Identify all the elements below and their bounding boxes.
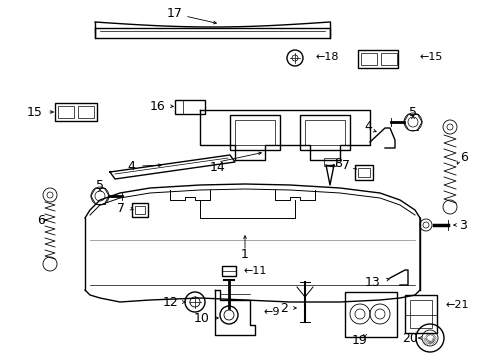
Bar	[357, 168, 369, 177]
Text: 10: 10	[194, 311, 209, 324]
Bar	[135, 206, 145, 214]
Text: 6: 6	[459, 150, 467, 163]
Text: ←11: ←11	[244, 266, 267, 276]
Bar	[132, 203, 148, 217]
Bar	[78, 106, 94, 118]
Bar	[345, 292, 396, 337]
Bar	[305, 120, 345, 145]
Bar	[354, 165, 372, 180]
Text: 4: 4	[127, 159, 135, 172]
Text: 8: 8	[333, 157, 341, 170]
Bar	[55, 103, 97, 121]
Text: 17: 17	[167, 6, 183, 19]
Text: 15: 15	[27, 105, 43, 118]
Text: 1: 1	[241, 248, 248, 261]
Text: 4: 4	[364, 120, 371, 132]
Text: 12: 12	[162, 296, 178, 309]
Text: ←9: ←9	[263, 307, 279, 317]
Text: ←15: ←15	[419, 52, 443, 62]
Bar	[404, 295, 436, 333]
Text: 16: 16	[149, 99, 164, 113]
Bar	[380, 53, 396, 65]
Bar	[175, 100, 204, 114]
Text: 20: 20	[401, 332, 417, 345]
Bar	[409, 300, 431, 328]
Bar	[357, 50, 397, 68]
Text: 7: 7	[117, 202, 125, 215]
Text: 13: 13	[364, 275, 379, 288]
Text: 5: 5	[408, 105, 416, 118]
Bar	[222, 266, 236, 276]
Text: 2: 2	[280, 302, 287, 315]
Text: 6: 6	[37, 213, 45, 226]
Text: ←21: ←21	[444, 300, 468, 310]
Text: 3: 3	[458, 219, 466, 231]
Bar	[58, 106, 74, 118]
Bar	[299, 115, 349, 150]
Bar	[229, 115, 280, 150]
Text: 14: 14	[210, 161, 225, 174]
Text: 5: 5	[96, 179, 104, 192]
Text: 19: 19	[351, 333, 367, 346]
Bar	[360, 53, 376, 65]
Text: 7: 7	[341, 158, 349, 171]
Bar	[324, 158, 335, 166]
Text: ←18: ←18	[314, 52, 338, 62]
Bar	[235, 120, 274, 145]
